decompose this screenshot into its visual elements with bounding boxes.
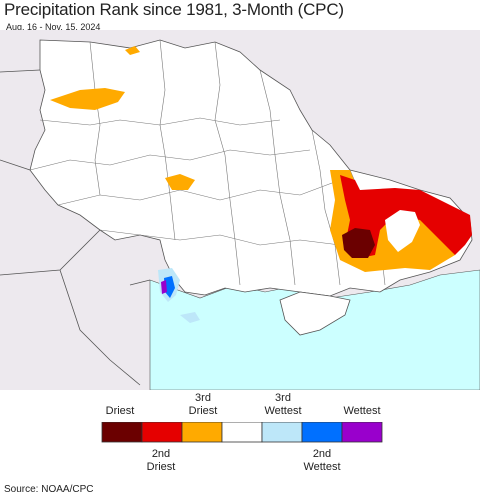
legend-label-2nd-wettest-text: 2nd Wettest bbox=[303, 448, 341, 473]
legend-swatch-0 bbox=[101, 422, 143, 443]
wettest-patch-southwest bbox=[161, 280, 167, 294]
third-wettest-patch-coast bbox=[180, 312, 200, 323]
second-driest-patch-far-east bbox=[458, 210, 472, 245]
country-borders bbox=[0, 69, 151, 386]
driest-region-east bbox=[342, 228, 375, 258]
legend-swatch-2 bbox=[181, 422, 223, 443]
legend-label-3rd-driest-text: 3rd Driest bbox=[188, 392, 218, 417]
source-credit: Source: NOAA/CPC bbox=[4, 484, 94, 495]
legend-swatch-4 bbox=[261, 422, 303, 443]
third-driest-patch-center bbox=[165, 174, 195, 190]
second-wettest-patch-southwest bbox=[164, 276, 175, 298]
normal-gap-east bbox=[385, 210, 420, 252]
legend: Driest 3rd Driest 3rd Wettest Wettest 2n… bbox=[0, 390, 480, 480]
map-title: Precipitation Rank since 1981, 3-Month (… bbox=[4, 0, 344, 19]
legend-label-2nd-wettest: 2nd Wettest bbox=[282, 448, 362, 474]
precipitation-map bbox=[0, 30, 480, 390]
legend-label-2nd-driest: 2nd Driest bbox=[121, 448, 201, 474]
legend-swatch-1 bbox=[141, 422, 183, 443]
third-driest-patch-nw bbox=[50, 88, 125, 110]
crimea bbox=[279, 291, 351, 336]
map-subtitle: Aug. 16 - Nov. 15, 2024 bbox=[6, 22, 101, 32]
legend-label-3rd-driest: 3rd Driest bbox=[163, 392, 243, 418]
legend-label-3rd-wettest: 3rd Wettest bbox=[243, 392, 323, 418]
legend-label-driest: Driest bbox=[105, 405, 135, 417]
legend-swatch-5 bbox=[301, 422, 343, 443]
oblast-borders bbox=[29, 39, 386, 286]
legend-label-3rd-wettest-text: 3rd Wettest bbox=[264, 392, 302, 417]
legend-swatch-6 bbox=[341, 422, 383, 443]
legend-label-2nd-driest-text: 2nd Driest bbox=[146, 448, 176, 473]
legend-label-wettest: Wettest bbox=[343, 405, 381, 417]
third-driest-patch-north bbox=[125, 46, 140, 55]
legend-swatch-3 bbox=[221, 422, 263, 443]
legend-color-bar bbox=[101, 422, 383, 443]
